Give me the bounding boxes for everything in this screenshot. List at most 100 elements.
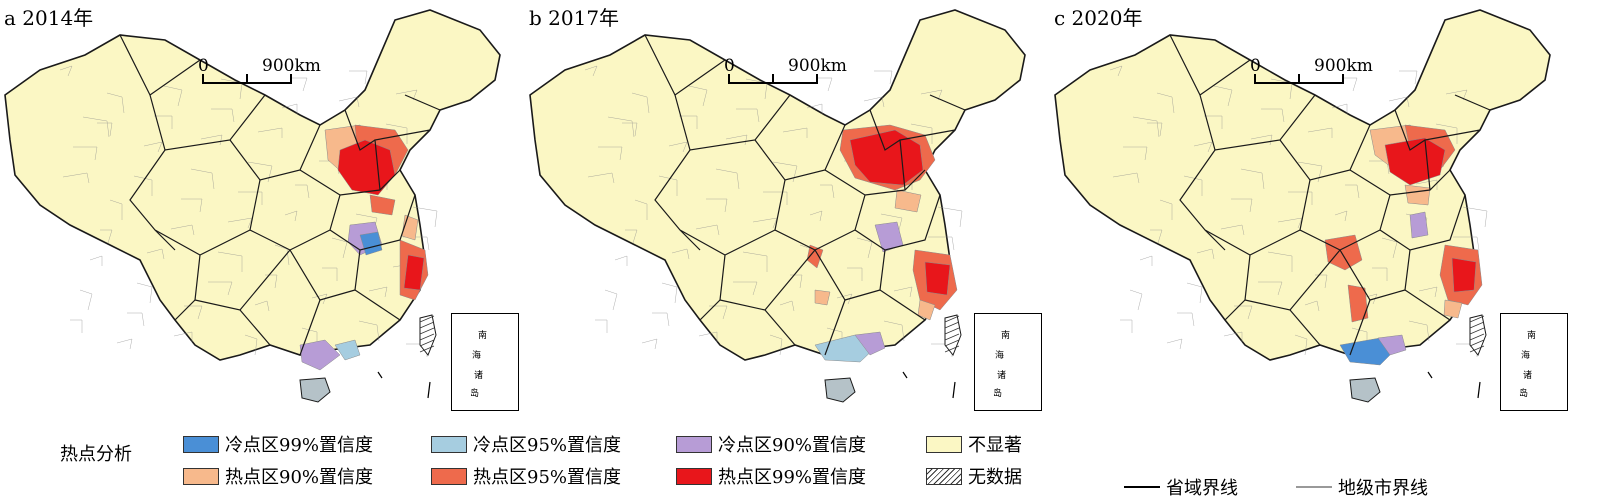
scale-tick — [1298, 74, 1300, 84]
city-border-line — [820, 184, 835, 199]
city-border-line — [698, 331, 718, 342]
panel-2020: c 2020年 0 900km 南 海 诸 岛 — [1050, 0, 1580, 430]
legend-item-cold95: 冷点区95%置信度 — [431, 432, 621, 456]
taiwan-hatch — [944, 315, 960, 323]
hotspot-region-hot95 — [1347, 284, 1369, 323]
city-border-line — [883, 320, 905, 342]
city-border-line — [1193, 141, 1213, 153]
city-border-line — [1331, 103, 1348, 114]
hotspot-region-hot99 — [337, 139, 396, 196]
sea-dash — [427, 381, 431, 399]
city-border-line — [742, 251, 768, 272]
city-border-line — [1186, 282, 1203, 304]
province-border — [764, 309, 796, 346]
legend-item-cold99: 冷点区99%置信度 — [183, 432, 373, 456]
city-border-line — [1294, 334, 1308, 356]
city-border-line — [1372, 267, 1388, 281]
city-border-line — [59, 65, 73, 77]
city-border-line — [598, 146, 623, 161]
city-border-line — [208, 281, 233, 296]
hainan-island — [824, 377, 856, 403]
hotspot-region-cold99 — [359, 231, 383, 256]
city-border-line — [641, 338, 658, 350]
city-border-line — [595, 319, 608, 333]
city-border-line — [100, 229, 113, 244]
inset-char: 海 — [1521, 351, 1531, 361]
province-border — [1224, 299, 1246, 321]
city-border-line — [658, 175, 678, 196]
province-border — [1289, 309, 1321, 346]
city-border-line — [257, 127, 283, 138]
inset-char: 岛 — [1519, 389, 1529, 399]
city-border-line — [412, 206, 438, 228]
city-border-line — [79, 289, 93, 311]
city-border-line — [154, 115, 173, 129]
city-border-line — [82, 116, 110, 138]
city-border-line — [1147, 122, 1163, 137]
city-border-line — [782, 127, 808, 138]
city-border-line — [584, 65, 598, 77]
inset-char: 南 — [478, 331, 488, 341]
taiwan-hatch — [944, 339, 960, 347]
city-border-line — [1129, 289, 1143, 311]
city-border-line — [706, 198, 728, 213]
city-border-line — [349, 70, 368, 85]
scale-tick — [246, 74, 248, 84]
city-border-line — [254, 300, 270, 312]
hotspot-region-hot90 — [814, 289, 831, 306]
city-border-line — [89, 255, 103, 266]
scale-tick — [1342, 74, 1344, 84]
inset-char: 诸 — [997, 371, 1007, 381]
hotspot-region-hot95 — [369, 194, 396, 216]
city-border-line — [73, 146, 98, 161]
city-border-line — [607, 116, 635, 138]
city-border-line — [281, 103, 298, 114]
province-border — [1199, 94, 1316, 151]
province-border — [699, 299, 721, 321]
legend-item-not-significant: 不显著 — [926, 432, 1022, 456]
city-border-line — [106, 92, 125, 114]
taiwan-hatch — [419, 321, 435, 329]
scale-bar: 0 900km — [724, 56, 868, 98]
city-border-line — [1399, 70, 1418, 85]
panel-2014: a 2014年 0 900km 南 海 诸 岛 — [0, 0, 530, 430]
scale-zero-label: 0 — [198, 56, 209, 76]
city-border-line — [295, 184, 310, 199]
city-border-line — [1267, 251, 1293, 272]
city-border-line — [217, 251, 243, 272]
city-border-line — [385, 123, 408, 144]
legend-swatch-hatched — [926, 467, 962, 485]
taiwan-hatch — [419, 333, 435, 341]
hotspot-region-cold90 — [1377, 334, 1407, 356]
city-border-line — [136, 282, 153, 304]
city-border-line — [920, 89, 943, 101]
city-border-line — [338, 96, 360, 108]
legend-item-hot90: 热点区90%置信度 — [183, 464, 373, 488]
province-border — [674, 94, 791, 151]
city-border-line — [836, 293, 853, 305]
legend-swatch — [431, 435, 467, 453]
city-border-line — [1388, 96, 1410, 108]
sea-dash — [377, 371, 383, 379]
city-border-line — [1231, 198, 1253, 213]
city-border-line — [622, 122, 638, 137]
city-border-line — [928, 236, 955, 251]
city-border-line — [143, 141, 163, 153]
city-border-line — [880, 213, 903, 235]
province-border — [774, 169, 866, 251]
panel-title: b 2017年 — [529, 6, 620, 30]
city-border-line — [625, 229, 638, 244]
hotspot-region-hot99 — [403, 254, 425, 291]
city-border-line — [1462, 206, 1488, 228]
city-border-line — [284, 210, 298, 222]
city-border-line — [170, 224, 195, 236]
province-border — [329, 194, 416, 251]
city-border-line — [109, 199, 123, 220]
hainan-island — [299, 377, 331, 403]
south-china-sea-inset: 南 海 诸 岛 — [451, 313, 519, 411]
city-border-line — [292, 77, 308, 92]
province-border — [344, 109, 376, 151]
legend-swatch — [431, 467, 467, 485]
city-border-line — [163, 85, 183, 107]
taiwan-hatch — [944, 345, 960, 353]
